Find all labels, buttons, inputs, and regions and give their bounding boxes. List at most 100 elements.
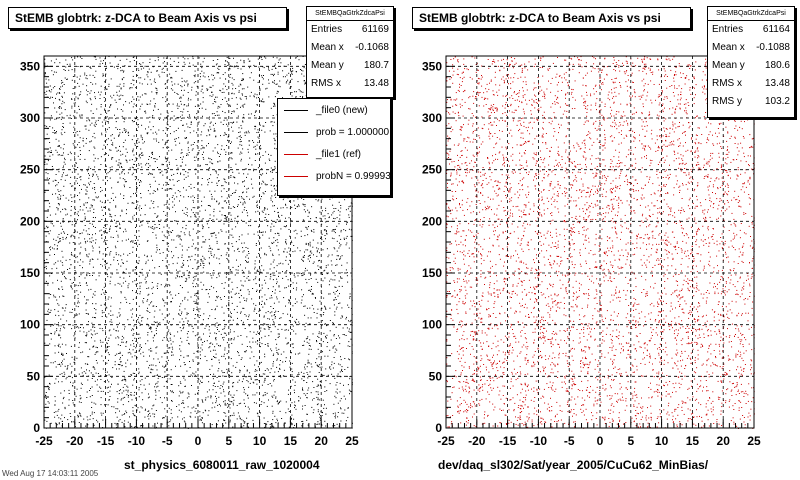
scatter-point <box>137 124 139 126</box>
scatter-point <box>265 231 266 233</box>
scatter-point <box>156 217 158 218</box>
scatter-point <box>54 404 56 406</box>
scatter-point <box>109 254 111 256</box>
scatter-point <box>132 407 134 409</box>
scatter-point <box>193 130 195 132</box>
scatter-point <box>258 118 260 119</box>
scatter-point <box>74 426 76 428</box>
scatter-point <box>321 415 323 416</box>
scatter-point <box>83 203 85 205</box>
scatter-point <box>82 261 84 263</box>
scatter-point <box>88 197 90 199</box>
scatter-point <box>229 212 231 214</box>
scatter-point <box>183 362 185 363</box>
scatter-point <box>226 191 228 192</box>
scatter-point <box>155 321 157 323</box>
scatter-point <box>201 70 203 72</box>
scatter-point <box>60 211 62 213</box>
scatter-point <box>132 329 134 331</box>
scatter-point <box>276 296 278 298</box>
scatter-point <box>347 407 349 409</box>
scatter-point <box>49 98 51 99</box>
scatter-point <box>136 142 138 144</box>
scatter-point <box>195 302 197 304</box>
scatter-point <box>73 232 75 234</box>
scatter-point <box>77 82 79 84</box>
scatter-point <box>242 204 244 206</box>
scatter-point <box>132 79 134 81</box>
scatter-point <box>200 264 202 266</box>
scatter-point <box>49 214 51 216</box>
scatter-point <box>66 78 68 80</box>
scatter-point <box>181 254 183 256</box>
scatter-point <box>244 201 246 203</box>
scatter-point <box>94 353 96 355</box>
scatter-point <box>328 284 330 286</box>
scatter-point <box>87 256 89 258</box>
scatter-point <box>262 83 264 85</box>
scatter-point <box>286 81 288 83</box>
scatter-point <box>147 259 149 261</box>
scatter-point <box>272 419 274 421</box>
scatter-point <box>114 245 116 247</box>
scatter-point <box>148 327 150 329</box>
scatter-point <box>233 93 235 95</box>
scatter-point <box>79 93 81 95</box>
scatter-point <box>120 361 122 363</box>
scatter-point <box>171 400 172 401</box>
scatter-point <box>188 233 190 235</box>
scatter-point <box>216 398 217 400</box>
scatter-point <box>214 325 216 327</box>
scatter-point <box>148 396 150 398</box>
scatter-point <box>223 91 225 93</box>
scatter-point <box>184 234 186 236</box>
scatter-point <box>324 391 326 392</box>
scatter-point <box>73 317 75 319</box>
scatter-point <box>316 341 318 343</box>
scatter-point <box>56 267 58 269</box>
scatter-point <box>160 273 162 275</box>
scatter-point <box>62 81 64 83</box>
scatter-point <box>269 130 271 132</box>
scatter-point <box>167 115 169 117</box>
scatter-point <box>261 76 263 78</box>
scatter-point <box>92 174 94 176</box>
scatter-point <box>117 408 119 410</box>
scatter-point <box>139 287 141 289</box>
scatter-point <box>294 237 296 239</box>
scatter-point <box>224 217 226 219</box>
scatter-point <box>73 167 75 169</box>
scatter-point <box>332 322 334 324</box>
scatter-point <box>111 377 113 378</box>
scatter-point <box>131 425 133 427</box>
scatter-point <box>90 99 92 101</box>
scatter-point <box>68 404 70 406</box>
scatter-point <box>139 322 141 324</box>
scatter-point <box>264 131 266 133</box>
scatter-point <box>233 399 235 401</box>
scatter-point <box>272 396 274 398</box>
scatter-point <box>49 343 51 345</box>
scatter-point <box>72 143 74 145</box>
scatter-point <box>90 288 92 290</box>
scatter-point <box>109 399 110 401</box>
scatter-point <box>303 294 304 296</box>
scatter-point <box>223 312 225 314</box>
scatter-point <box>131 174 133 176</box>
scatter-point <box>320 343 322 345</box>
scatter-point <box>203 271 205 273</box>
scatter-point <box>317 409 319 411</box>
scatter-point <box>113 137 115 139</box>
scatter-point <box>204 340 205 342</box>
scatter-point <box>182 300 183 302</box>
scatter-point <box>126 260 128 262</box>
scatter-point <box>231 152 233 154</box>
scatter-point <box>154 310 156 312</box>
scatter-point <box>105 228 107 230</box>
scatter-point <box>310 257 311 259</box>
scatter-point <box>321 210 323 212</box>
scatter-point <box>218 156 220 157</box>
scatter-point <box>199 336 201 338</box>
scatter-point <box>93 412 95 414</box>
scatter-point <box>97 347 98 349</box>
